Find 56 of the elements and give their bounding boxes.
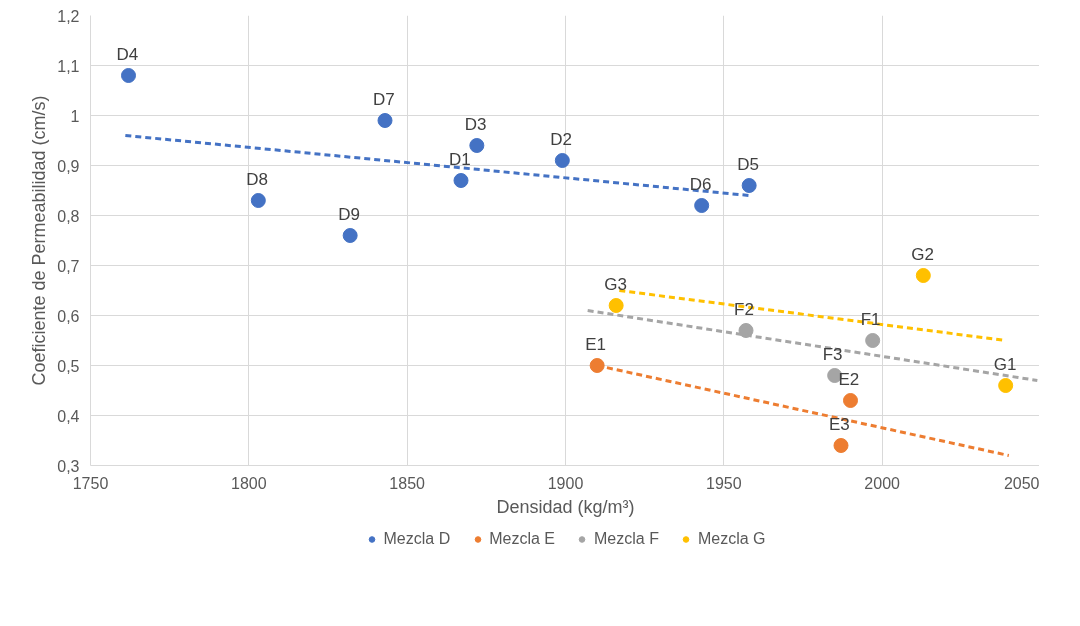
y-tick-label: 1,2: [57, 7, 80, 25]
annotation: D6: [689, 174, 712, 194]
annotation: F3: [822, 344, 843, 364]
annotation: D1: [449, 149, 471, 169]
y-tick-label: 0,6: [57, 307, 80, 325]
legend-label: Mezcla G: [697, 530, 766, 548]
y-axis-title: Coeficiente de Permeabilidad (cm/s): [29, 95, 50, 386]
point: [998, 378, 1014, 393]
y-tick-label: 0,7: [57, 257, 80, 275]
annotation: D8: [246, 169, 269, 189]
x-tick-label: 1850: [389, 474, 426, 492]
x-tick-label: 2000: [864, 474, 901, 492]
x-tick-label: 1950: [706, 474, 742, 492]
annotation: G2: [911, 244, 935, 264]
annotation: D7: [373, 89, 395, 109]
point: [741, 178, 757, 193]
y-tick-label: 0,3: [57, 457, 80, 475]
legend-label: Mezcla E: [489, 530, 555, 548]
x-tick-label: 2050: [1003, 474, 1040, 492]
point: [589, 358, 605, 373]
legend-label: Mezcla D: [383, 530, 451, 548]
point: [469, 138, 485, 153]
y-tick-label: 0,4: [57, 407, 80, 425]
x-tick-label: 1800: [231, 474, 267, 492]
point: [453, 173, 469, 188]
point: [915, 268, 931, 283]
point: [121, 68, 136, 83]
y-tick-label: 0,5: [57, 357, 80, 375]
y-tick-label: 0,8: [57, 207, 80, 225]
point: [694, 198, 710, 213]
annotation: G3: [604, 274, 627, 294]
point: [865, 333, 881, 348]
y-tick-label: 0,9: [57, 157, 80, 175]
point: [377, 113, 393, 128]
point: [554, 153, 570, 168]
annotation: D5: [737, 154, 759, 174]
x-tick-label: 1900: [547, 474, 584, 492]
x-tick-label: 1750: [72, 474, 109, 492]
point: [250, 193, 266, 208]
annotation: D4: [116, 44, 139, 64]
point: [843, 393, 858, 408]
annotation: E3: [829, 414, 850, 434]
point: [342, 228, 358, 243]
annotation: G1: [993, 354, 1017, 374]
point: [608, 298, 624, 313]
point: [833, 438, 849, 453]
x-axis-title: Densidad (kg/m³): [496, 496, 635, 517]
y-tick-label: 1,1: [57, 57, 80, 75]
legend-label: Mezcla F: [594, 530, 659, 548]
annotation: D9: [338, 204, 360, 224]
annotation: E2: [838, 369, 860, 389]
annotation: D2: [550, 129, 573, 149]
annotation: F1: [860, 309, 881, 329]
y-tick-label: 1: [70, 107, 80, 125]
annotation: D3: [464, 114, 487, 134]
annotation: E1: [585, 334, 606, 354]
